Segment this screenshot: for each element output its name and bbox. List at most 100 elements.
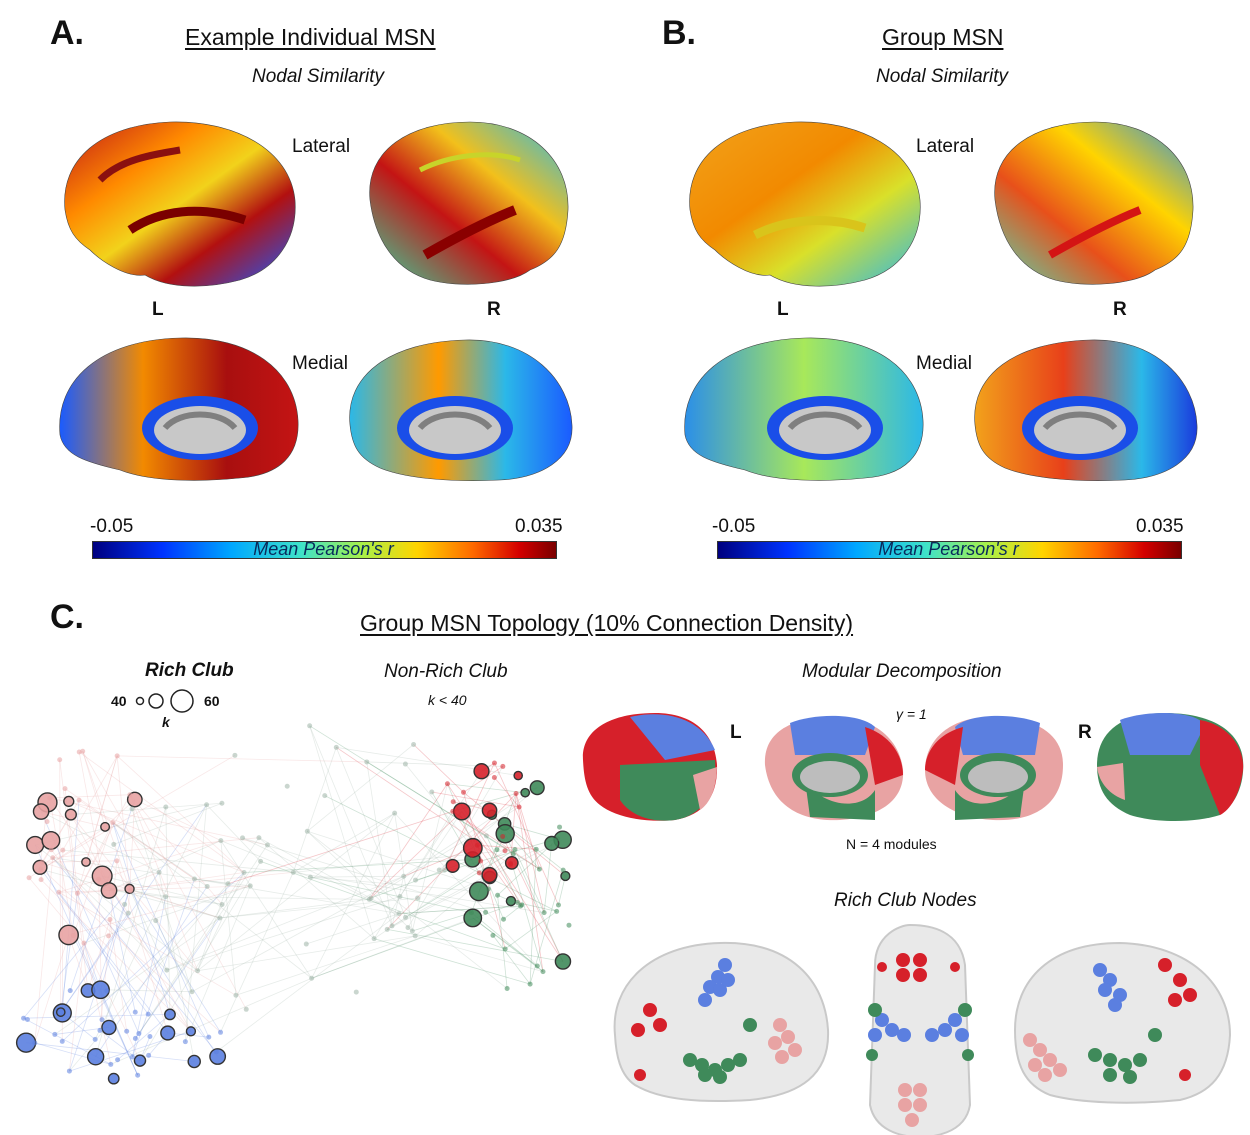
network-edge [415, 935, 544, 973]
network-node [495, 892, 501, 898]
network-edge [109, 919, 128, 1032]
network-node [500, 763, 506, 769]
network-node [304, 828, 310, 834]
network-edge [494, 762, 559, 906]
network-node [450, 808, 456, 814]
network-node [57, 757, 63, 763]
network-node [135, 1072, 141, 1078]
network-edge [70, 802, 222, 815]
network-node [468, 910, 474, 916]
network-node [504, 986, 510, 992]
network-edge [452, 810, 540, 870]
network-edge [132, 878, 195, 1058]
panel-b-lateral-label: Lateral [916, 136, 975, 157]
non-rich-club-condition: k < 40 [428, 692, 467, 708]
network-edge [309, 725, 514, 855]
network-edge [414, 853, 514, 937]
network-edge [35, 804, 207, 846]
network-node [39, 859, 45, 865]
network-edge [374, 938, 531, 985]
network-node [481, 802, 498, 819]
network-edge [49, 797, 74, 936]
network-edge [70, 814, 198, 972]
network-node [24, 1016, 30, 1022]
network-node [396, 911, 402, 917]
network-node [100, 882, 118, 899]
network-node [233, 992, 239, 998]
network-edge [78, 751, 103, 877]
network-edge [85, 755, 118, 863]
panel-b-colorbar-min: -0.05 [712, 516, 756, 537]
network-edge [78, 751, 245, 873]
network-edge [394, 813, 413, 932]
network-node [132, 1035, 138, 1041]
network-edge [220, 840, 311, 878]
network-edge [543, 843, 553, 913]
network-edge [34, 857, 54, 1043]
network-node [81, 940, 87, 946]
network-node [26, 835, 45, 855]
network-node [66, 1068, 72, 1074]
network-node [520, 787, 531, 798]
network-edge [431, 791, 520, 808]
network-node [555, 836, 561, 842]
network-edge [369, 806, 520, 900]
network-node [284, 783, 290, 789]
network-edge [518, 806, 545, 913]
network-edge [311, 902, 518, 979]
network-node [514, 900, 520, 906]
network-edge [131, 896, 167, 1058]
network-node [516, 804, 522, 810]
network-node [160, 1025, 176, 1041]
network-node [452, 802, 471, 821]
network-node [56, 889, 62, 895]
network-edge [242, 837, 400, 915]
network-node [60, 847, 66, 853]
network-edge [113, 802, 223, 845]
network-node [241, 869, 247, 875]
network-edge [23, 1014, 170, 1019]
network-node [243, 1006, 249, 1012]
network-edge [108, 840, 222, 891]
network-edge [415, 838, 558, 881]
network-node [99, 1017, 105, 1023]
modular-gamma: γ = 1 [896, 706, 927, 722]
network-edge [94, 804, 207, 1040]
network-node [495, 824, 515, 844]
glass-brain-right [1013, 941, 1232, 1104]
network-edge [504, 911, 557, 950]
network-edge [34, 934, 69, 1044]
network-edge [497, 895, 508, 989]
network-node [429, 789, 435, 795]
network-edge [471, 912, 544, 972]
network-edge [40, 811, 160, 873]
network-edge [83, 885, 251, 944]
network-edge [129, 872, 245, 890]
panel-b-left-label: L [777, 299, 789, 320]
network-node [146, 1052, 152, 1058]
network-edge [60, 804, 207, 1013]
network-edge [51, 849, 192, 1032]
network-edge [112, 822, 171, 1015]
panel-a-colorbar-min: -0.05 [90, 516, 134, 537]
glass-brain-left [613, 941, 830, 1103]
network-node [64, 808, 77, 821]
network-edge [373, 811, 454, 939]
network-node [513, 791, 519, 797]
network-edge [165, 806, 171, 1015]
network-edges [23, 725, 566, 1076]
panel-b-right-label: R [1113, 299, 1127, 320]
network-edge [61, 872, 245, 1042]
glass-brain-axial [866, 923, 974, 1135]
network-edge [307, 831, 413, 932]
modular-decomposition-title: Modular Decomposition [802, 661, 1002, 682]
network-edge [130, 890, 221, 1033]
network-edge [68, 885, 251, 936]
network-node [122, 901, 128, 907]
network-node [560, 867, 566, 873]
network-edge [444, 762, 495, 871]
network-edge [197, 872, 245, 971]
network-edge [311, 812, 396, 979]
network-node [415, 895, 421, 901]
network-node [107, 1072, 120, 1085]
